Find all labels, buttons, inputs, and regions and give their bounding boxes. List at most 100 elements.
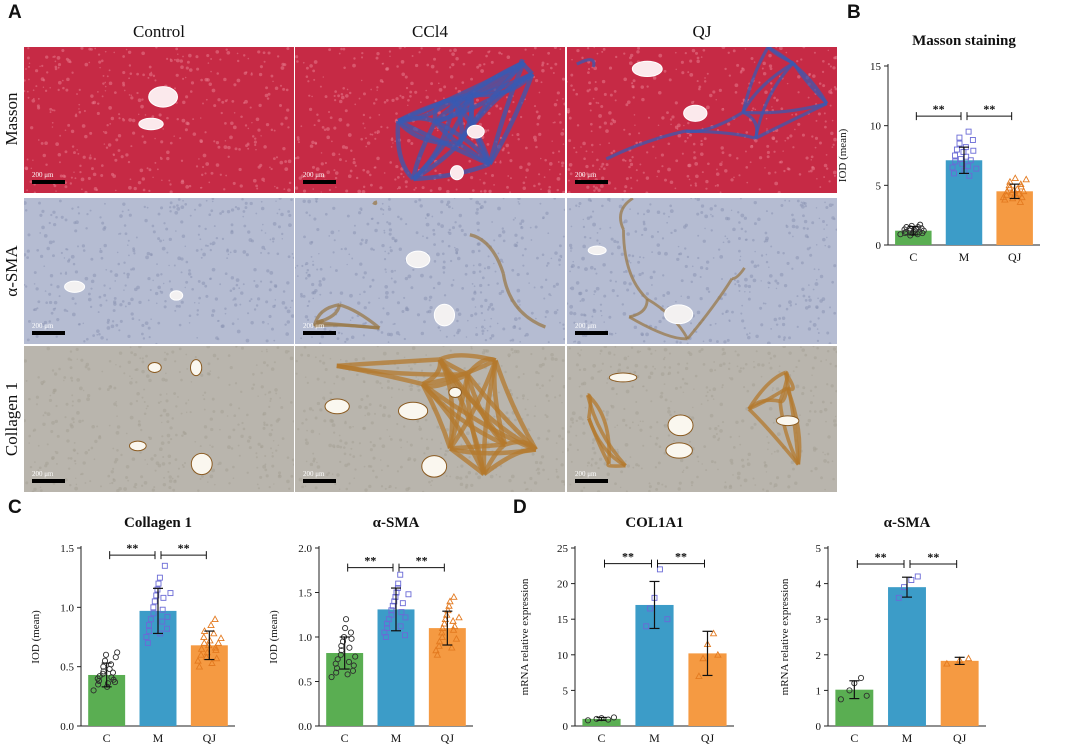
scale-bar-label: 200 μm xyxy=(303,470,325,478)
data-point xyxy=(352,653,359,660)
scale-bar: 200 μm xyxy=(32,171,65,184)
data-point xyxy=(450,622,459,630)
data-point xyxy=(90,687,97,694)
data-point xyxy=(151,598,158,605)
data-point xyxy=(656,566,663,573)
chart-alpha-sma-iod: α-SMA IOD (mean) 0.0 0.5 1.0 1.5 2.0 ** ** C M QJ xyxy=(263,508,493,753)
error-bar-c xyxy=(908,225,919,236)
data-point xyxy=(334,656,341,663)
data-point xyxy=(200,633,208,640)
x-tick-label: M xyxy=(153,731,164,745)
micrograph-image xyxy=(567,198,837,344)
data-point xyxy=(438,624,447,631)
data-point xyxy=(342,616,350,623)
error-bar-m xyxy=(391,587,401,632)
data-point xyxy=(438,633,447,640)
data-point xyxy=(949,164,956,171)
micrograph-image xyxy=(24,198,294,344)
y-tick-label: 0 xyxy=(816,721,822,733)
significance-bracket xyxy=(347,563,394,572)
error-bar-m xyxy=(902,576,912,598)
scale-bar: 200 μm xyxy=(303,322,336,335)
data-point xyxy=(146,628,153,635)
data-point xyxy=(964,654,973,662)
chart-alpha-sma-iod-svg: α-SMA IOD (mean) 0.0 0.5 1.0 1.5 2.0 ** ** C M QJ xyxy=(268,515,473,745)
y-axis-label: IOD (mean) xyxy=(837,128,849,182)
scale-bar-label: 200 μm xyxy=(575,470,597,478)
data-point xyxy=(383,620,390,627)
scale-bar-label: 200 μm xyxy=(575,171,597,179)
scale-bar-line xyxy=(32,479,65,483)
data-point xyxy=(155,580,162,587)
y-tick-label: 15 xyxy=(557,614,569,626)
scale-bar: 200 μm xyxy=(303,171,336,184)
chart-alpha-sma-mrna-svg: α-SMA mRNA relative expression 0 1 2 3 4 5 ** ** C… xyxy=(779,515,986,745)
significance-label: ** xyxy=(178,541,190,555)
data-point xyxy=(455,613,463,621)
data-point xyxy=(448,643,456,651)
scale-bar-line xyxy=(303,180,336,184)
x-tick-label: C xyxy=(103,731,111,745)
significance-label: ** xyxy=(983,102,995,116)
data-point xyxy=(210,629,218,637)
x-tick-label: QJ xyxy=(203,731,217,745)
data-point xyxy=(333,665,341,672)
data-point xyxy=(342,625,349,632)
data-point xyxy=(95,681,102,688)
data-point xyxy=(951,170,957,177)
significance-bracket xyxy=(966,112,1013,121)
data-point xyxy=(384,625,391,632)
data-point xyxy=(164,625,170,632)
data-point xyxy=(144,639,151,646)
chart-title: Masson staining xyxy=(912,33,1016,49)
panel-letter-c: C xyxy=(8,497,22,518)
chart-title: COL1A1 xyxy=(625,515,683,531)
scale-bar-line xyxy=(575,479,608,483)
scale-bar-line xyxy=(32,331,65,335)
data-point xyxy=(584,717,592,724)
data-point xyxy=(444,606,452,614)
column-header-ccl4: CCl4 xyxy=(412,22,448,41)
significance-bracket xyxy=(856,560,905,569)
data-point xyxy=(695,672,703,680)
significance-label: ** xyxy=(927,550,939,564)
significance-bracket xyxy=(657,559,705,568)
significance-label: ** xyxy=(933,102,945,116)
data-point xyxy=(973,165,980,172)
data-point xyxy=(200,639,209,646)
data-point xyxy=(970,147,977,154)
scale-bar-label: 200 μm xyxy=(303,322,325,330)
y-tick-label: 2 xyxy=(816,650,822,662)
data-point xyxy=(435,641,443,649)
y-tick-label: 1.5 xyxy=(298,588,312,600)
data-point xyxy=(438,628,446,636)
significance-bracket xyxy=(604,559,652,568)
data-point xyxy=(114,649,121,656)
chart-masson-svg: Masson staining IOD (mean) 0 5 10 15 ** ** C M QJ xyxy=(837,33,1040,264)
error-bar-c xyxy=(339,636,350,670)
data-point xyxy=(194,656,202,664)
data-point xyxy=(206,636,214,644)
data-point xyxy=(440,619,449,627)
micrograph-image xyxy=(24,47,294,193)
data-point xyxy=(211,643,220,651)
error-bar-qj xyxy=(702,630,713,677)
data-point xyxy=(908,577,915,583)
data-point xyxy=(965,128,972,135)
data-point xyxy=(952,158,959,165)
data-point xyxy=(647,605,654,612)
error-bar-qj xyxy=(442,610,453,646)
data-point xyxy=(211,615,219,623)
data-point xyxy=(966,172,973,179)
data-point xyxy=(442,610,451,618)
micrograph-alpha-sma-control: 200 μm xyxy=(24,198,294,344)
y-tick-label: 5 xyxy=(876,180,882,192)
data-point xyxy=(895,594,902,601)
data-point xyxy=(388,607,395,614)
data-point xyxy=(402,632,408,639)
data-point xyxy=(450,593,458,600)
data-point xyxy=(610,714,618,721)
data-point xyxy=(100,663,107,670)
micrograph-masson-qj: 200 μm xyxy=(567,47,837,193)
y-tick-label: 1.5 xyxy=(60,543,74,555)
